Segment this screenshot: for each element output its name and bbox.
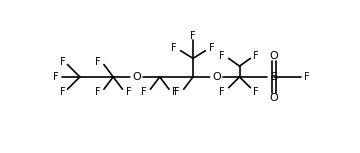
Text: F: F [209, 43, 215, 53]
Text: F: F [126, 87, 131, 97]
Text: F: F [253, 51, 259, 61]
Text: O: O [269, 51, 278, 61]
Text: F: F [95, 87, 101, 97]
Text: F: F [172, 87, 178, 97]
Circle shape [211, 71, 222, 82]
Text: F: F [59, 87, 65, 97]
Text: S: S [270, 72, 277, 82]
Text: O: O [269, 93, 278, 103]
Text: F: F [141, 87, 147, 97]
Circle shape [131, 71, 142, 82]
Text: F: F [190, 31, 196, 41]
Text: F: F [219, 86, 225, 97]
Text: F: F [253, 86, 259, 97]
Text: F: F [219, 51, 225, 61]
Text: F: F [95, 57, 101, 67]
Text: F: F [304, 72, 310, 82]
Text: F: F [59, 57, 65, 67]
Text: O: O [212, 72, 221, 82]
Text: F: F [53, 72, 58, 82]
Text: O: O [132, 72, 141, 82]
Text: F: F [171, 43, 177, 53]
Circle shape [268, 71, 279, 82]
Text: F: F [174, 87, 180, 97]
